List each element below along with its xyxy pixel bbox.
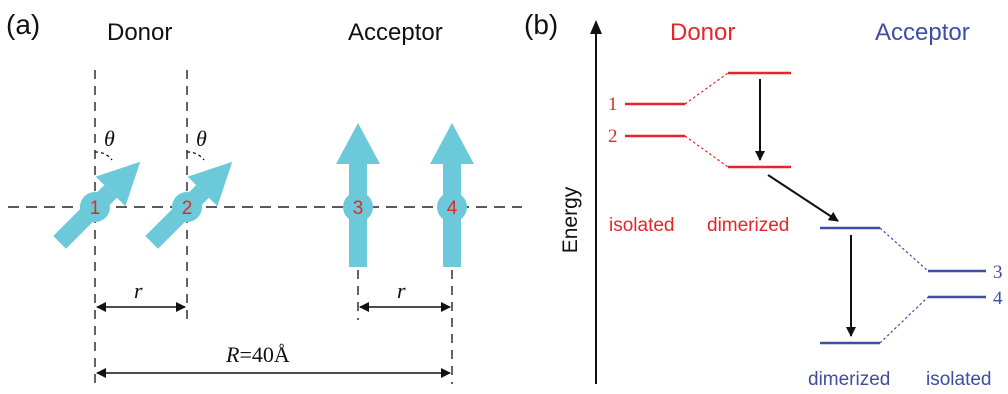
energy-transfer-arrow	[767, 174, 839, 222]
donor-connector-upper	[684, 72, 729, 105]
acceptor-level-label-4: 4	[993, 288, 1003, 309]
site-circle-3	[343, 192, 373, 222]
donor-level-label-1: 1	[608, 94, 618, 115]
panel-b: (b) Donor Acceptor Energy 1 2 3 4	[524, 9, 1003, 390]
panel-b-label: (b)	[524, 9, 558, 40]
distance-symbol: R	[225, 342, 240, 367]
donor-acceptor-distance-label: R=40Å	[225, 342, 290, 367]
panel-a-label: (a)	[6, 9, 40, 40]
panel-a: (a) Donor Acceptor 1 2 3	[6, 9, 522, 384]
acceptor-connector-lower	[879, 296, 929, 344]
site-circle-2	[172, 192, 202, 222]
panel-a-donor-title: Donor	[107, 19, 172, 46]
theta-arc-2	[186, 151, 205, 161]
acceptor-isolated-label: isolated	[926, 369, 992, 390]
donor-isolated-label: isolated	[609, 215, 675, 236]
acceptor-separation-label: r	[397, 278, 406, 303]
site-label-3: 3	[353, 198, 364, 219]
distance-value: =40Å	[239, 342, 289, 367]
acceptor-dimerized-label: dimerized	[808, 369, 890, 390]
panel-a-acceptor-title: Acceptor	[348, 19, 443, 46]
theta-label-2: θ	[196, 126, 207, 151]
site-label-4: 4	[447, 198, 458, 219]
site-circle-1	[80, 192, 110, 222]
site-circle-4	[437, 192, 467, 222]
site-label-2: 2	[182, 198, 193, 219]
donor-dimerized-label: dimerized	[707, 215, 789, 236]
energy-axis-label: Energy	[559, 186, 582, 253]
theta-label-1: θ	[104, 126, 115, 151]
acceptor-connector-upper	[879, 227, 929, 272]
panel-b-donor-title: Donor	[670, 19, 735, 46]
donor-connector-lower	[684, 135, 729, 168]
theta-arc-1	[94, 151, 113, 161]
energy-axis-arrowhead	[590, 20, 602, 34]
donor-separation-label: r	[134, 278, 143, 303]
panel-b-acceptor-title: Acceptor	[875, 19, 970, 46]
site-label-1: 1	[90, 198, 101, 219]
acceptor-level-label-3: 3	[993, 262, 1003, 283]
donor-level-label-2: 2	[608, 126, 618, 147]
